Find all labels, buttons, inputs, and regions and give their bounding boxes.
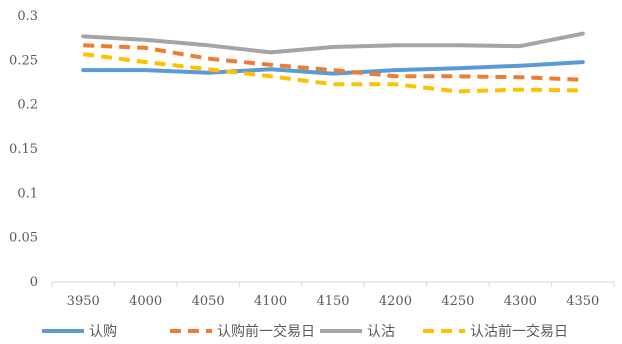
series-lines [81,31,585,94]
legend-label-2: 认购前一交易日 [217,323,315,340]
series-line-1 [81,60,585,76]
x-tick-label: 4250 [441,294,474,309]
series-line-3 [81,31,585,55]
x-tick-label: 4200 [379,294,412,309]
x-tick-label: 4100 [254,294,287,309]
y-tick-label: 0.15 [9,142,38,157]
x-tick-label: 3950 [67,294,100,309]
y-tick-label: 0.2 [17,98,38,113]
y-tick-label: 0.1 [17,186,38,201]
series-line-2 [83,43,583,82]
y-tick-label: 0.25 [9,53,38,68]
legend: 认购 认购前一交易日 认沽 认沽前一交易日 [42,323,568,340]
x-tick-label: 4050 [192,294,225,309]
x-tick-label: 4150 [316,294,349,309]
series-line-4 [82,52,583,94]
x-tick-label: 4000 [129,294,162,309]
legend-label-4: 认沽前一交易日 [470,323,568,340]
x-tick-label: 4350 [566,294,599,309]
axes: 3950 4000 4050 4100 4150 4200 4250 4300 4350 0 0.0… [9,9,615,309]
legend-label-1: 认购 [89,324,117,340]
x-tick-label: 4300 [504,294,537,309]
y-tick-label: 0 [30,275,38,290]
legend-label-3: 认沽 [367,324,395,340]
y-tick-label: 0.05 [9,231,38,246]
y-tick-label: 0.3 [17,9,38,24]
